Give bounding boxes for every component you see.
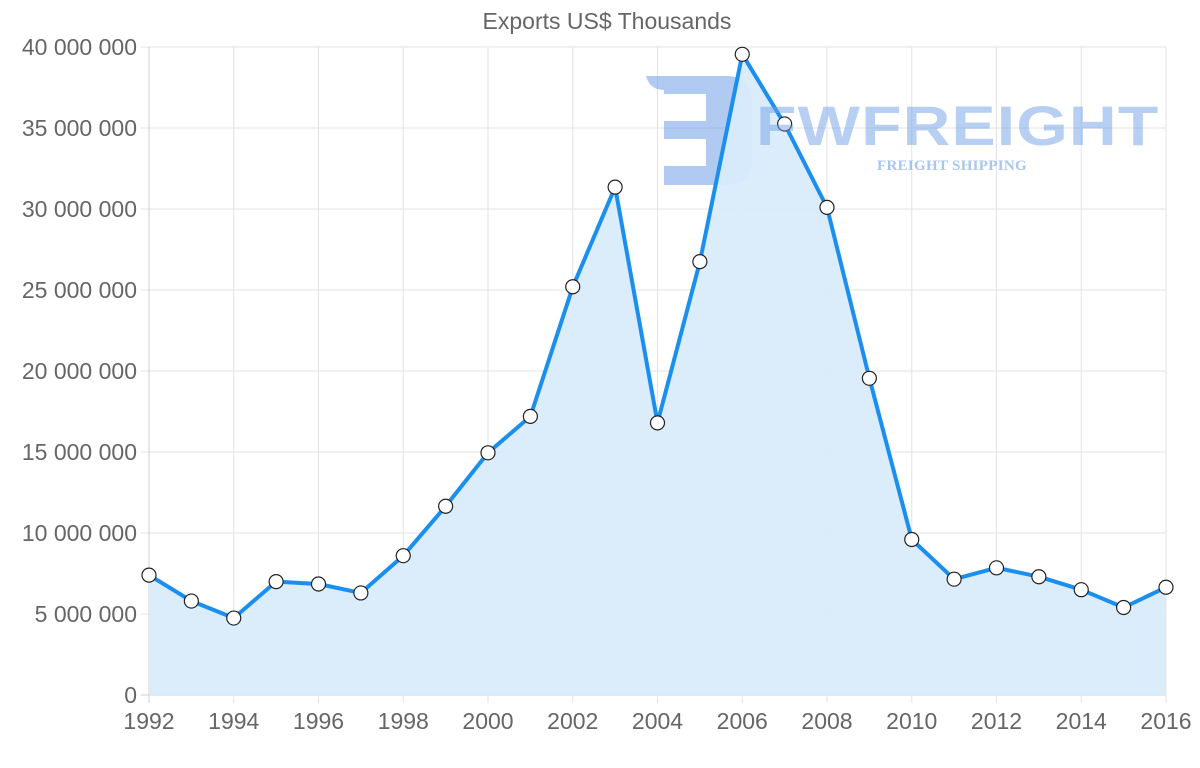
data-point-1992[interactable] — [141, 567, 157, 583]
y-tick-label: 5 000 000 — [35, 601, 137, 627]
data-point-1994[interactable] — [226, 610, 242, 626]
data-point-1997[interactable] — [353, 585, 369, 601]
data-markers — [141, 46, 1174, 626]
data-point-2016[interactable] — [1158, 579, 1174, 595]
data-point-2009[interactable] — [861, 370, 877, 386]
y-tick-label: 20 000 000 — [22, 358, 137, 384]
x-tick-label: 2008 — [801, 708, 852, 734]
x-tick-label: 2006 — [717, 708, 768, 734]
data-point-2013[interactable] — [1031, 569, 1047, 585]
y-tick-label: 10 000 000 — [22, 520, 137, 546]
data-point-1993[interactable] — [183, 593, 199, 609]
data-point-2006[interactable] — [734, 46, 750, 62]
data-point-2003[interactable] — [607, 179, 623, 195]
y-tick-label: 25 000 000 — [22, 277, 137, 303]
data-point-2008[interactable] — [819, 199, 835, 215]
y-tick-label: 0 — [124, 682, 137, 708]
watermark-tagline: FREIGHT SHIPPING — [877, 158, 1027, 174]
data-point-2001[interactable] — [522, 408, 538, 424]
x-tick-label: 1998 — [378, 708, 429, 734]
data-point-1998[interactable] — [395, 548, 411, 564]
y-tick-label: 35 000 000 — [22, 115, 137, 141]
x-tick-label: 2002 — [547, 708, 598, 734]
chart-title: Exports US$ Thousands — [482, 8, 732, 34]
x-tick-label: 2016 — [1140, 708, 1191, 734]
x-tick-label: 2000 — [462, 708, 513, 734]
watermark-brand: FWFREIGHT — [756, 94, 1160, 157]
data-point-1999[interactable] — [438, 498, 454, 514]
axes: 0 5 000 000 10 000 000 15 000 000 20 000 000… — [22, 34, 1192, 734]
x-tick-label: 1992 — [123, 708, 174, 734]
data-point-2010[interactable] — [904, 531, 920, 548]
data-point-2004[interactable] — [649, 415, 666, 431]
x-tick-label: 2004 — [632, 708, 683, 734]
data-point-2000[interactable] — [480, 445, 496, 461]
data-point-1996[interactable] — [310, 576, 327, 592]
data-point-2011[interactable] — [946, 571, 962, 587]
x-tick-label: 1994 — [208, 708, 259, 734]
data-point-2002[interactable] — [565, 279, 581, 295]
data-point-2014[interactable] — [1073, 582, 1089, 598]
y-tick-label: 40 000 000 — [22, 34, 137, 60]
x-tick-label: 2014 — [1056, 708, 1107, 734]
data-point-2005[interactable] — [692, 254, 708, 270]
area-fill — [149, 54, 1166, 696]
x-tick-label: 2012 — [971, 708, 1022, 734]
x-tick-label: 1996 — [293, 708, 344, 734]
data-point-2007[interactable] — [777, 116, 793, 132]
data-point-2012[interactable] — [988, 560, 1005, 576]
data-point-2015[interactable] — [1116, 599, 1132, 616]
y-tick-label: 15 000 000 — [22, 439, 137, 465]
y-tick-label: 30 000 000 — [22, 196, 137, 222]
data-point-1995[interactable] — [268, 573, 284, 590]
x-tick-label: 2010 — [886, 708, 937, 734]
